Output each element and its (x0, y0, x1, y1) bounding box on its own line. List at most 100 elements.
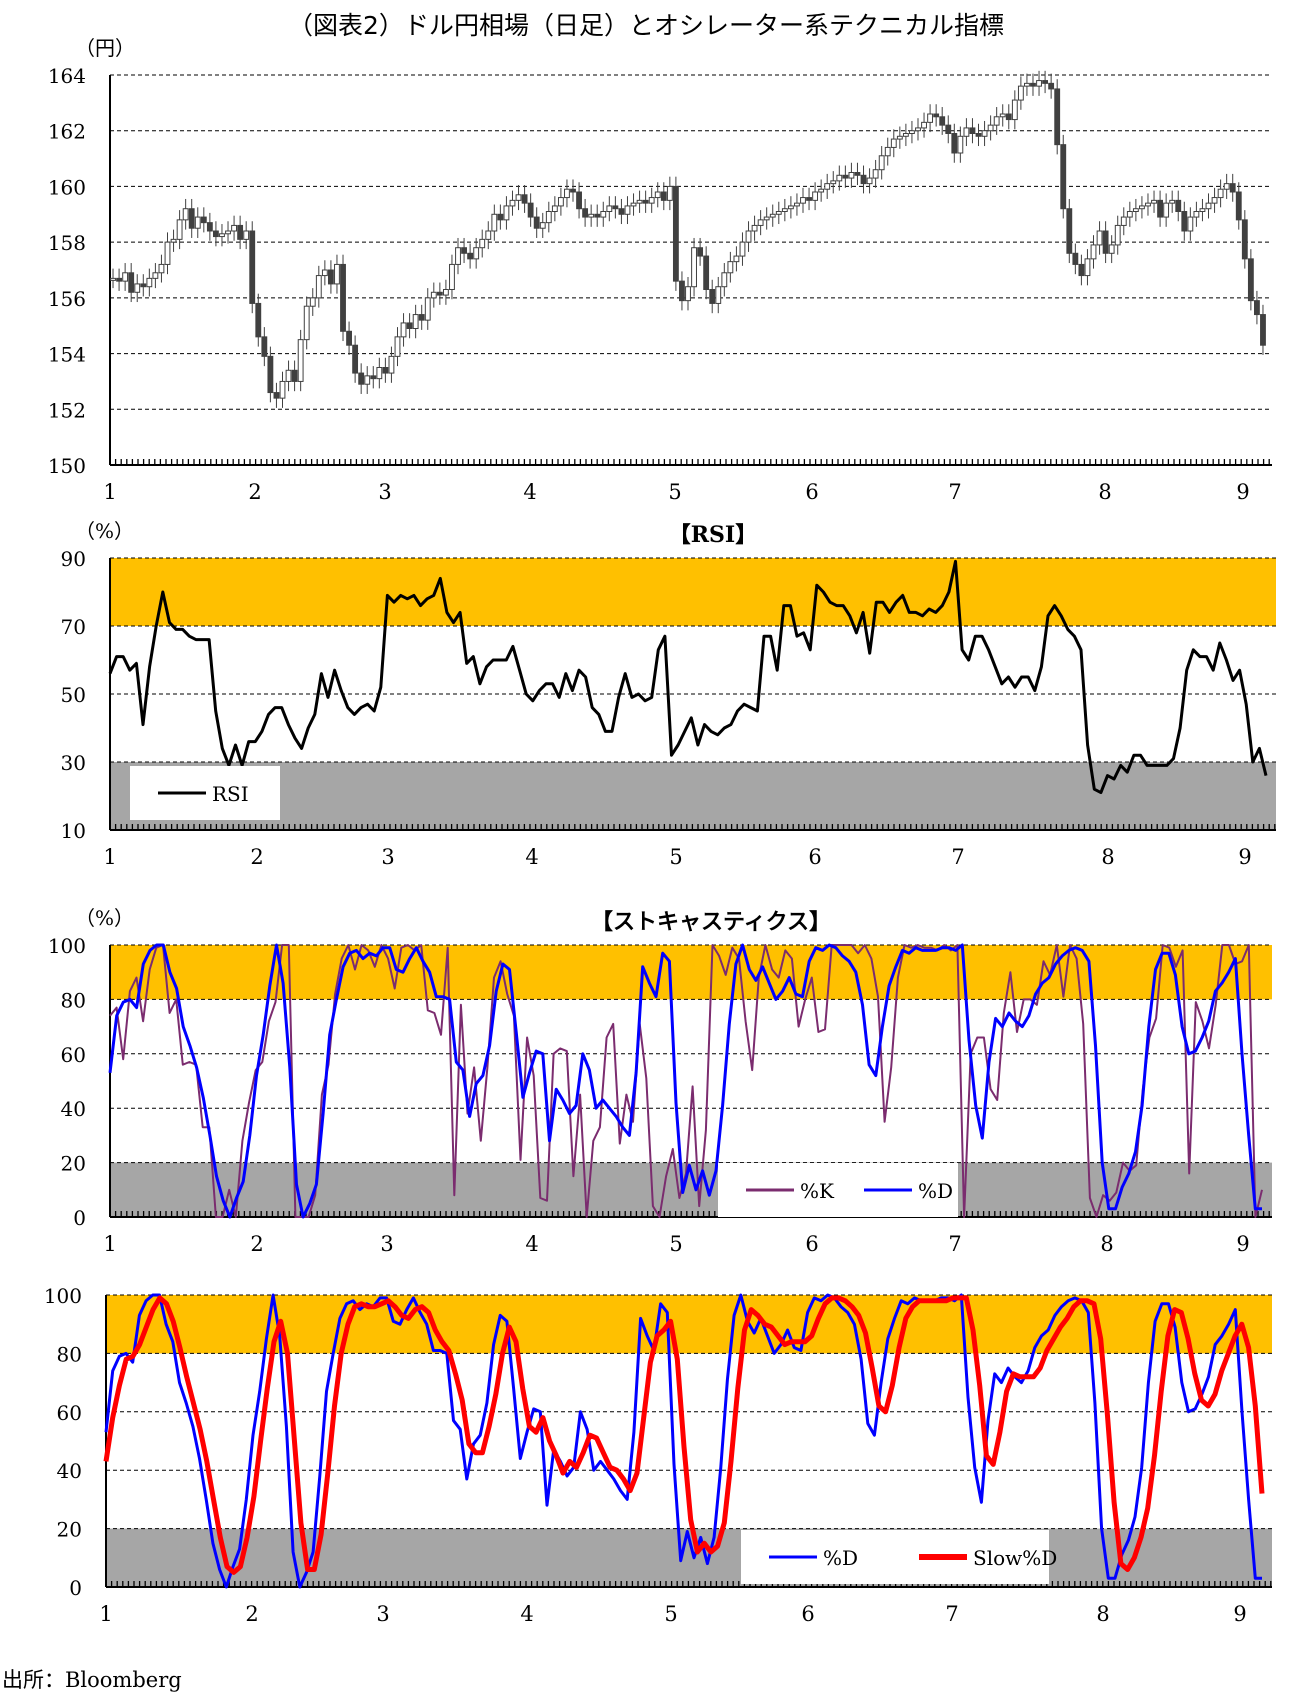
candle-body (1181, 211, 1188, 232)
candle-body (939, 116, 946, 126)
candle-body (110, 277, 116, 281)
candle-body (836, 174, 843, 182)
candle-body (769, 213, 776, 218)
candle-body (902, 133, 909, 137)
y-tick-label-1: 10 (61, 819, 86, 843)
candle-body (933, 113, 940, 118)
candle-body (884, 146, 891, 157)
unit-label-1: （%） (75, 519, 134, 543)
x-tick-label-3: 2 (245, 1602, 258, 1626)
x-tick-label-0: 9 (1236, 480, 1249, 504)
candle-body (170, 238, 177, 243)
candle-body (1084, 258, 1091, 277)
candle-body (521, 194, 528, 204)
candle-body (848, 172, 855, 179)
candle-body (503, 205, 510, 221)
candle-body (1229, 183, 1236, 193)
unit-label-2: （%） (75, 906, 134, 930)
candle-body (921, 121, 927, 129)
candle-body (430, 291, 437, 299)
candle-body (1260, 314, 1266, 346)
candle-body (206, 222, 213, 232)
x-tick-label-1: 1 (103, 845, 116, 869)
candle-body (624, 205, 631, 215)
candle-body (424, 297, 431, 321)
y-tick-label-2: 80 (61, 988, 86, 1012)
candle-body (685, 286, 691, 302)
x-tick-label-3: 5 (664, 1602, 677, 1626)
candle-body (1175, 199, 1182, 213)
candle-body (1169, 199, 1176, 204)
legend-label-1: RSI (212, 782, 249, 806)
candle-body (612, 205, 619, 210)
chart-main-title: （図表2）ドル円相場（日足）とオシレーター系テクニカル指標 (288, 11, 1004, 40)
band-oversold-1 (110, 762, 1276, 830)
candle-body (1108, 244, 1115, 254)
candle-body (721, 272, 728, 288)
y-tick-label-3: 0 (69, 1576, 82, 1600)
x-tick-label-0: 7 (948, 480, 961, 504)
x-tick-label-3: 7 (945, 1602, 958, 1626)
candle-body (249, 230, 256, 304)
candle-body (1139, 205, 1145, 210)
candle-body (1042, 80, 1049, 84)
candle-body (485, 230, 492, 240)
candle-body (660, 191, 667, 201)
candle-body (158, 263, 165, 274)
candle-body (1024, 82, 1030, 87)
x-minor-ticks-0 (109, 459, 1270, 465)
candle-body (122, 272, 129, 282)
candle-body (812, 191, 819, 201)
candle-body (787, 205, 794, 210)
series-line-slowpctd (103, 1295, 1265, 1575)
candle-body (630, 202, 637, 207)
x-tick-label-3: 3 (376, 1602, 389, 1626)
x-tick-label-0: 3 (378, 480, 391, 504)
candle-body (243, 230, 250, 240)
candle-body (237, 224, 244, 240)
candle-body (436, 291, 443, 296)
candle-body (679, 280, 685, 302)
candle-body (987, 124, 994, 132)
candle-body (763, 216, 770, 221)
candle-body (455, 247, 461, 265)
x-tick-label-3: 4 (520, 1602, 533, 1626)
x-minor-ticks-1 (109, 824, 1276, 830)
y-tick-label-3: 80 (57, 1342, 82, 1366)
legend-label-2: %K (800, 1179, 835, 1203)
candle-body (1114, 224, 1121, 246)
candle-body (739, 241, 746, 257)
candle-body (800, 197, 806, 204)
candle-body (352, 344, 359, 374)
candle-body (600, 211, 607, 218)
candle-body (267, 355, 274, 394)
candle-body (128, 272, 135, 293)
candle-body (709, 289, 716, 304)
candle-body (473, 247, 480, 260)
candle-body (1217, 188, 1224, 199)
candle-body (915, 127, 921, 132)
candle-body (273, 392, 280, 399)
candle-body (824, 183, 831, 190)
candle-body (957, 135, 964, 154)
candle-body (1096, 230, 1103, 246)
candle-body (636, 199, 643, 204)
candle-body (291, 369, 298, 382)
candle-body (1132, 208, 1139, 212)
candle-body (1193, 211, 1200, 218)
x-tick-label-0: 8 (1098, 480, 1111, 504)
x-tick-label-1: 5 (669, 845, 682, 869)
candle-body (515, 194, 522, 201)
candle-body (194, 216, 201, 229)
series-line-pctd (104, 1293, 1262, 1589)
candle-body (1241, 219, 1248, 260)
x-tick-label-1: 4 (525, 845, 538, 869)
candle-body (1145, 202, 1151, 207)
candle-body (570, 188, 576, 193)
x-tick-label-2: 7 (948, 1232, 961, 1256)
y-tick-label-0: 154 (48, 343, 86, 367)
candle-body (691, 247, 697, 288)
x-tick-label-0: 6 (805, 480, 818, 504)
candle-body (993, 116, 1000, 126)
